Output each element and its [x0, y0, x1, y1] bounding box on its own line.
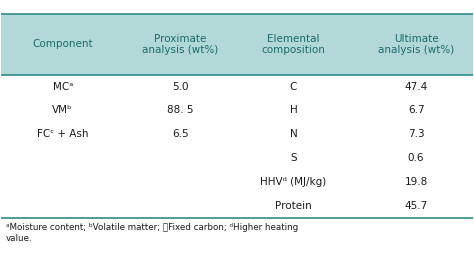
Text: VMᵇ: VMᵇ [53, 105, 73, 115]
Text: Ultimate
analysis (wt%): Ultimate analysis (wt%) [378, 34, 454, 55]
Text: FCᶜ + Ash: FCᶜ + Ash [37, 129, 88, 139]
Text: MCᵃ: MCᵃ [53, 82, 73, 92]
Text: ᵃMoisture content; ᵇVolatile matter; ᷝFixed carbon; ᵈHigher heating
value.: ᵃMoisture content; ᵇVolatile matter; ᷝFi… [6, 223, 298, 243]
Text: HHVᵈ (MJ/kg): HHVᵈ (MJ/kg) [260, 177, 327, 187]
Text: 0.6: 0.6 [408, 153, 424, 163]
Text: 47.4: 47.4 [404, 82, 428, 92]
Text: C: C [290, 82, 297, 92]
Text: Proximate
analysis (wt%): Proximate analysis (wt%) [142, 34, 219, 55]
Text: Protein: Protein [275, 201, 312, 211]
Text: H: H [290, 105, 297, 115]
Text: N: N [290, 129, 297, 139]
Text: 6.5: 6.5 [172, 129, 189, 139]
Text: 6.7: 6.7 [408, 105, 424, 115]
Text: 7.3: 7.3 [408, 129, 424, 139]
Bar [1, 15, 473, 74]
Text: Component: Component [32, 40, 93, 49]
Text: Elemental
composition: Elemental composition [262, 34, 326, 55]
Text: 19.8: 19.8 [404, 177, 428, 187]
Text: 5.0: 5.0 [172, 82, 189, 92]
Text: S: S [290, 153, 297, 163]
Text: 45.7: 45.7 [404, 201, 428, 211]
Text: 88. 5: 88. 5 [167, 105, 194, 115]
